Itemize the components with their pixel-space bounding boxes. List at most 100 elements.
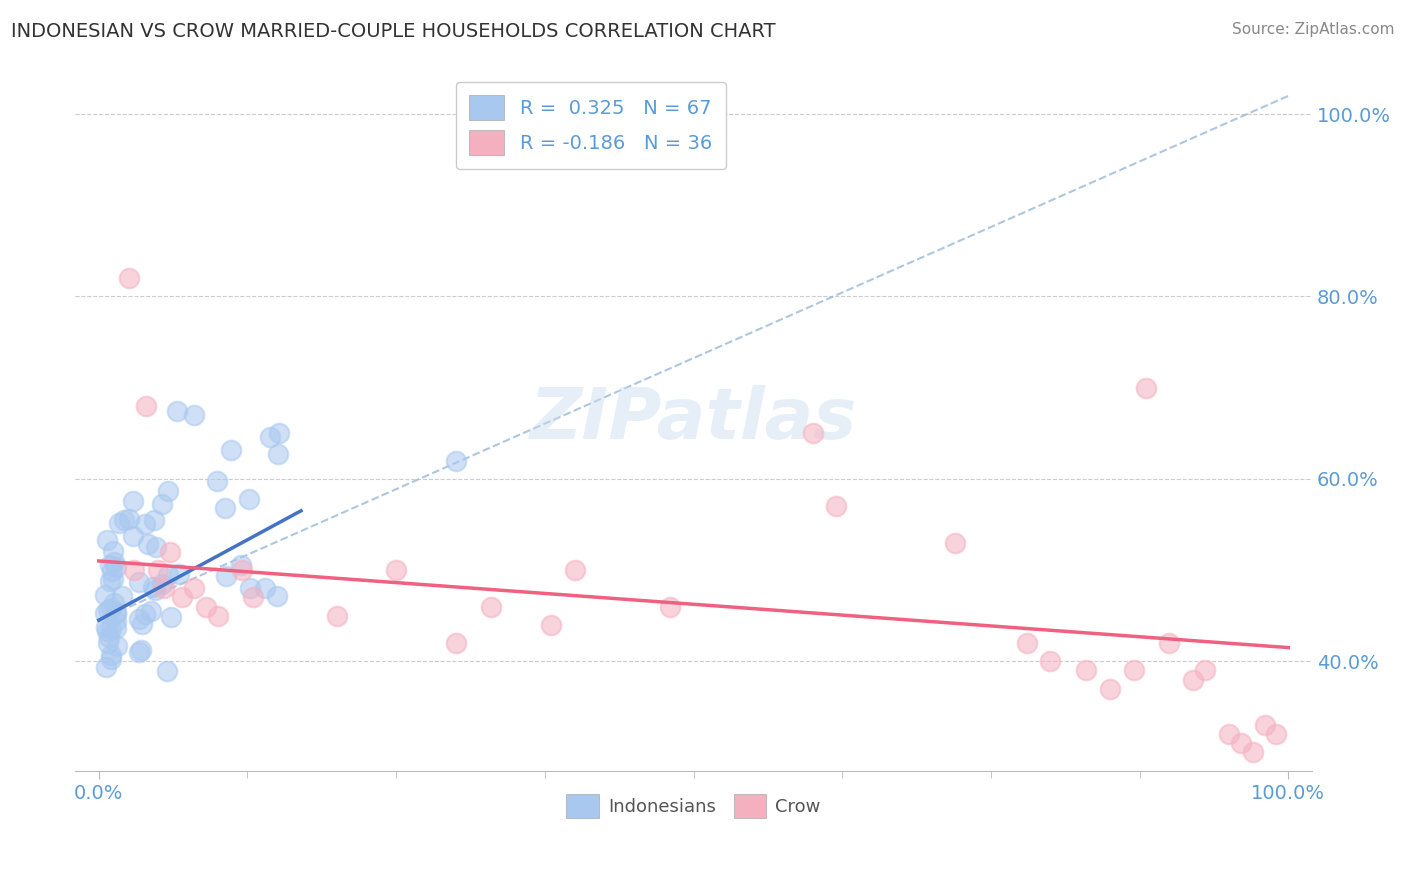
Point: [148, 563, 170, 577]
Point: [1098, 681, 1121, 696]
Point: [385, 563, 408, 577]
Point: [145, 541, 167, 555]
Point: [104, 621, 127, 635]
Point: [143, 582, 166, 597]
Point: [131, 643, 153, 657]
Point: [1241, 746, 1264, 760]
Point: [96, 533, 118, 547]
Point: [325, 608, 347, 623]
Point: [134, 607, 156, 622]
Point: [266, 447, 288, 461]
Point: [100, 622, 122, 636]
Point: [540, 617, 562, 632]
Point: [94, 607, 117, 621]
Point: [943, 535, 966, 549]
Point: [105, 614, 128, 628]
Point: [801, 426, 824, 441]
Point: [214, 501, 236, 516]
Point: [1182, 673, 1205, 687]
Text: Source: ZipAtlas.com: Source: ZipAtlas.com: [1232, 22, 1395, 37]
Point: [110, 589, 132, 603]
Point: [124, 563, 146, 577]
Point: [658, 599, 681, 614]
Point: [259, 430, 281, 444]
Point: [238, 491, 260, 506]
Point: [825, 500, 848, 514]
Point: [1122, 664, 1144, 678]
Point: [112, 513, 135, 527]
Point: [215, 568, 238, 582]
Point: [142, 580, 165, 594]
Point: [131, 617, 153, 632]
Point: [444, 636, 467, 650]
Point: [105, 640, 128, 654]
Point: [100, 648, 122, 662]
Point: [1229, 736, 1251, 750]
Point: [103, 596, 125, 610]
Point: [142, 513, 165, 527]
Point: [101, 564, 124, 578]
Point: [104, 560, 127, 574]
Point: [166, 404, 188, 418]
Point: [103, 556, 125, 570]
Point: [564, 563, 586, 577]
Point: [157, 484, 180, 499]
Point: [231, 563, 253, 577]
Point: [97, 603, 120, 617]
Point: [122, 528, 145, 542]
Point: [135, 399, 157, 413]
Point: [153, 582, 176, 596]
Point: [183, 582, 205, 596]
Point: [205, 474, 228, 488]
Point: [94, 620, 117, 634]
Legend: Indonesians, Crow: Indonesians, Crow: [560, 788, 828, 825]
Point: [1265, 727, 1288, 741]
Point: [266, 589, 288, 603]
Point: [94, 659, 117, 673]
Point: [479, 599, 502, 614]
Point: [156, 567, 179, 582]
Point: [128, 612, 150, 626]
Point: [118, 512, 141, 526]
Point: [100, 601, 122, 615]
Point: [139, 604, 162, 618]
Point: [267, 425, 290, 440]
Point: [103, 572, 125, 586]
Point: [1253, 718, 1275, 732]
Point: [98, 558, 121, 573]
Point: [122, 494, 145, 508]
Text: ZIPatlas: ZIPatlas: [530, 385, 858, 454]
Point: [98, 630, 121, 644]
Point: [97, 636, 120, 650]
Point: [167, 567, 190, 582]
Point: [159, 545, 181, 559]
Point: [128, 575, 150, 590]
Point: [239, 581, 262, 595]
Point: [104, 607, 127, 622]
Point: [150, 577, 173, 591]
Point: [170, 591, 193, 605]
Point: [128, 645, 150, 659]
Point: [150, 497, 173, 511]
Point: [134, 516, 156, 531]
Point: [1074, 664, 1097, 678]
Point: [160, 610, 183, 624]
Point: [117, 271, 139, 285]
Point: [219, 443, 242, 458]
Point: [101, 544, 124, 558]
Point: [194, 599, 217, 614]
Text: INDONESIAN VS CROW MARRIED-COUPLE HOUSEHOLDS CORRELATION CHART: INDONESIAN VS CROW MARRIED-COUPLE HOUSEH…: [11, 22, 776, 41]
Point: [98, 574, 121, 588]
Point: [94, 588, 117, 602]
Point: [96, 624, 118, 638]
Point: [136, 537, 159, 551]
Point: [1015, 636, 1038, 650]
Point: [108, 516, 131, 531]
Point: [242, 591, 264, 605]
Point: [156, 665, 179, 679]
Point: [207, 608, 229, 623]
Point: [183, 408, 205, 422]
Point: [1159, 636, 1181, 650]
Point: [444, 453, 467, 467]
Point: [1218, 727, 1240, 741]
